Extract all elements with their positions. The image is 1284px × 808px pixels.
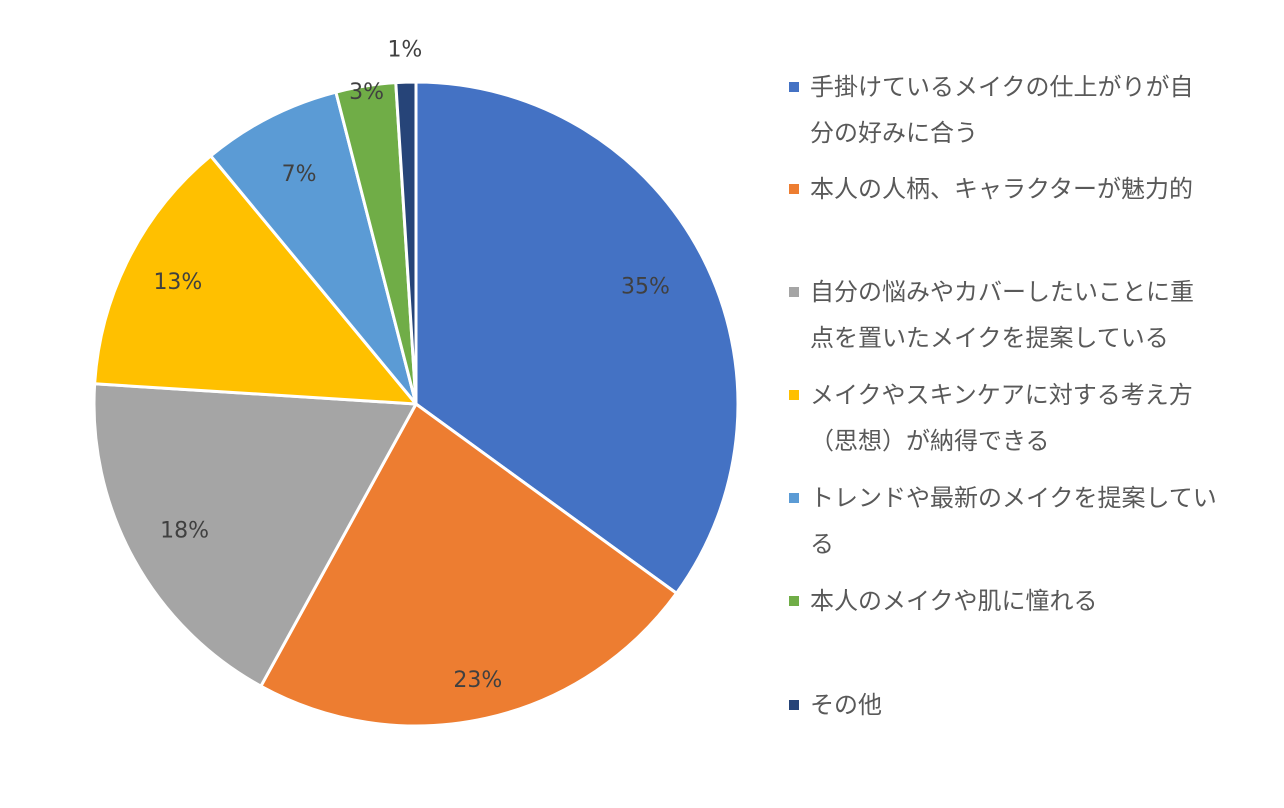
pie-data-labels: 35% 23% 18% 13% 7% 3%1% — [153, 38, 670, 694]
pie-slice-4 — [93, 154, 418, 406]
legend-label-2-line-1: 本人の人柄、キャラクターが魅力的 — [810, 175, 1193, 203]
legend-marker-3 — [789, 287, 799, 297]
slice-label-3: 18% — [160, 519, 209, 544]
legend-label-3-line-1: 自分の悩みやカバーしたいことに重 — [810, 278, 1194, 306]
pie-slice-3 — [92, 382, 418, 688]
slice-label-6: 3% — [349, 80, 384, 105]
legend-label-1-line-1: 手掛けているメイクの仕上がりが自 — [810, 73, 1194, 101]
legend-label-1-line-2: 分の好みに合う — [810, 119, 978, 147]
pie-slice-2 — [259, 402, 678, 728]
legend-marker-5 — [789, 493, 799, 503]
pie-slice-7 — [394, 80, 418, 406]
legend-entry-7: その他 — [789, 691, 882, 719]
legend-entry-6: 本人のメイクや肌に憧れる — [789, 587, 1098, 615]
legend-marker-4 — [789, 390, 799, 400]
legend-marker-6 — [789, 596, 799, 606]
slice-label-2: 23% — [453, 668, 502, 693]
slice-label-5: 7% — [282, 162, 317, 187]
pie-slice-5 — [209, 90, 418, 406]
slice-label-1: 35% — [621, 275, 670, 300]
legend-entry-4: メイクやスキンケアに対する考え方 （思想）が納得できる — [789, 381, 1193, 455]
pie-slice-1 — [414, 80, 740, 595]
slice-label-4: 13% — [153, 270, 202, 295]
legend-marker-7 — [789, 700, 799, 710]
legend-label-7-line-1: その他 — [810, 691, 882, 719]
pie-slices — [92, 80, 740, 728]
legend-label-3-line-2: 点を置いたメイクを提案している — [810, 324, 1169, 352]
legend-label-4-line-2: （思想）が納得できる — [810, 427, 1050, 455]
legend-marker-2 — [789, 184, 799, 194]
legend-label-6-line-1: 本人のメイクや肌に憧れる — [810, 587, 1098, 615]
legend-label-5-line-1: トレンドや最新のメイクを提案してい — [810, 484, 1217, 512]
legend-label-5-line-2: る — [810, 530, 834, 558]
legend-marker-1 — [789, 82, 799, 92]
legend-label-4-line-1: メイクやスキンケアに対する考え方 — [810, 381, 1193, 409]
legend: 手掛けているメイクの仕上がりが自分の好みに合う本人の人柄、キャラクターが魅力的自… — [789, 73, 1217, 719]
legend-entry-2: 本人の人柄、キャラクターが魅力的 — [789, 175, 1193, 203]
slice-label-7: 1% — [387, 38, 422, 63]
